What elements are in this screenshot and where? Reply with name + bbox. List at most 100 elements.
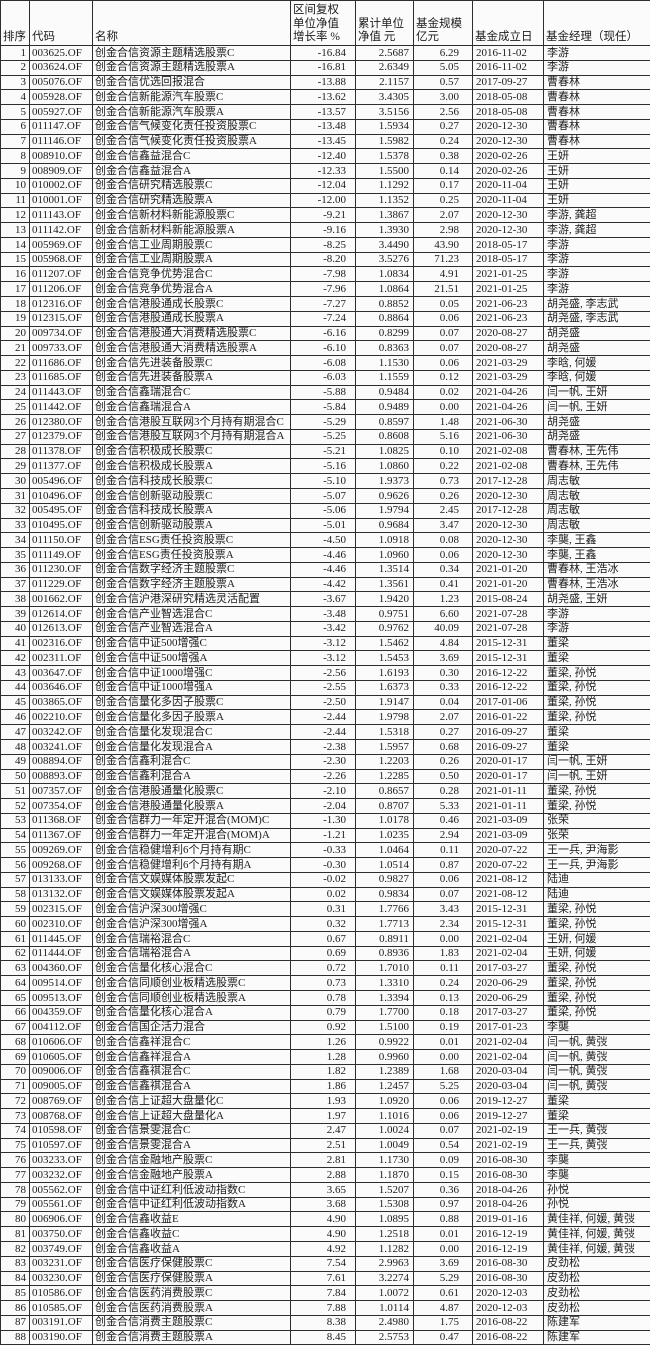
cell-rank: 36 bbox=[0, 561, 30, 578]
cell-manager: 周志敏 bbox=[543, 473, 650, 489]
cell-name: 创金合信港股通大消费精选股票A bbox=[92, 340, 291, 357]
cell-date: 2021-07-28 bbox=[472, 620, 544, 637]
column-header-date: 基金成立日 bbox=[472, 0, 544, 46]
cell-growth: 0.67 bbox=[290, 930, 356, 947]
cell-scale: 1.23 bbox=[413, 591, 473, 608]
cell-rank: 24 bbox=[0, 384, 30, 401]
cell-rank: 13 bbox=[0, 222, 30, 238]
cell-nav: 0.9684 bbox=[355, 517, 414, 534]
cell-rank: 49 bbox=[0, 753, 30, 770]
cell-code: 003865.OF bbox=[29, 694, 93, 711]
cell-growth: -6.03 bbox=[290, 369, 356, 386]
table-row: 32 005495.OF 创金合信科技成长股票A -5.06 1.9794 2.45 201… bbox=[0, 502, 650, 519]
cell-code: 009514.OF bbox=[29, 975, 93, 991]
cell-date: 2020-08-27 bbox=[472, 325, 544, 342]
cell-nav: 0.8363 bbox=[355, 340, 414, 357]
cell-rank: 75 bbox=[0, 1137, 30, 1154]
cell-date: 2020-01-17 bbox=[472, 768, 544, 785]
cell-rank: 78 bbox=[0, 1181, 30, 1198]
table-row: 41 002316.OF 创金合信中证500增强C -3.12 1.5462 4.84 20… bbox=[0, 635, 650, 652]
cell-date: 2020-08-27 bbox=[472, 340, 544, 357]
cell-scale: 0.50 bbox=[413, 768, 473, 785]
cell-manager: 王妍 bbox=[543, 148, 650, 165]
cell-growth: 2.47 bbox=[290, 1122, 356, 1139]
cell-date: 2021-08-12 bbox=[472, 886, 544, 903]
cell-scale: 0.28 bbox=[413, 783, 473, 800]
cell-growth: 1.86 bbox=[290, 1078, 356, 1095]
cell-scale: 0.54 bbox=[413, 1137, 473, 1154]
cell-name: 创金合信数字经济主题股票C bbox=[92, 561, 291, 578]
cell-nav: 1.0834 bbox=[355, 266, 414, 283]
cell-growth: -4.42 bbox=[290, 576, 356, 593]
cell-manager: 王妍 bbox=[543, 163, 650, 179]
cell-manager: 闫一帆, 王妍 bbox=[543, 753, 650, 770]
cell-code: 009513.OF bbox=[29, 990, 93, 1006]
cell-code: 010597.OF bbox=[29, 1137, 93, 1154]
cell-rank: 2 bbox=[0, 59, 30, 76]
cell-name: 创金合信新能源汽车股票A bbox=[92, 104, 291, 120]
column-header-growth: 区间复权 单位净值 增长率 % bbox=[290, 0, 356, 46]
cell-date: 2021-03-29 bbox=[472, 369, 544, 386]
cell-date: 2021-02-04 bbox=[472, 1034, 544, 1051]
table-row: 8 008910.OF 创金合信鑫益混合C -12.40 1.5378 0.38 2020-… bbox=[0, 148, 650, 165]
cell-manager: 董梁 bbox=[543, 724, 650, 740]
cell-nav: 1.7713 bbox=[355, 916, 414, 932]
cell-date: 2020-11-04 bbox=[472, 177, 544, 194]
cell-date: 2020-07-22 bbox=[472, 842, 544, 859]
cell-scale: 0.05 bbox=[413, 296, 473, 312]
cell-growth: -7.24 bbox=[290, 310, 356, 327]
cell-nav: 2.5753 bbox=[355, 1329, 414, 1346]
cell-scale: 0.88 bbox=[413, 1211, 473, 1228]
cell-date: 2021-03-09 bbox=[472, 827, 544, 844]
cell-code: 011378.OF bbox=[29, 443, 93, 460]
cell-date: 2021-06-30 bbox=[472, 414, 544, 430]
cell-name: 创金合信中证红利低波动指数C bbox=[92, 1181, 291, 1198]
cell-rank: 22 bbox=[0, 355, 30, 371]
cell-manager: 胡尧盛 bbox=[543, 340, 650, 357]
cell-growth: -5.84 bbox=[290, 399, 356, 416]
cell-manager: 王妍 bbox=[543, 177, 650, 194]
cell-scale: 0.07 bbox=[413, 886, 473, 903]
cell-name: 创金合信先进装备股票A bbox=[92, 369, 291, 386]
cell-nav: 1.7766 bbox=[355, 901, 414, 918]
cell-date: 2021-02-08 bbox=[472, 458, 544, 475]
cell-nav: 1.1292 bbox=[355, 177, 414, 194]
cell-rank: 88 bbox=[0, 1329, 30, 1346]
cell-manager: 董梁, 孙悦 bbox=[543, 798, 650, 814]
cell-nav: 0.9834 bbox=[355, 886, 414, 903]
cell-rank: 37 bbox=[0, 576, 30, 593]
cell-code: 012380.OF bbox=[29, 414, 93, 430]
table-row: 33 010495.OF 创金合信创新驱动股票A -5.01 0.9684 3.47 202… bbox=[0, 517, 650, 534]
cell-nav: 1.1016 bbox=[355, 1108, 414, 1124]
cell-nav: 0.9960 bbox=[355, 1049, 414, 1065]
cell-nav: 0.8657 bbox=[355, 783, 414, 800]
cell-code: 003646.OF bbox=[29, 679, 93, 696]
cell-date: 2015-12-31 bbox=[472, 635, 544, 652]
cell-manager: 李游 bbox=[543, 620, 650, 637]
table-row: 16 011207.OF 创金合信竞争优势混合C -7.98 1.0834 4.91 202… bbox=[0, 266, 650, 283]
cell-rank: 33 bbox=[0, 517, 30, 534]
cell-nav: 1.5934 bbox=[355, 118, 414, 135]
cell-growth: -0.33 bbox=[290, 842, 356, 859]
cell-manager: 周志敏 bbox=[543, 487, 650, 504]
cell-growth: 0.32 bbox=[290, 916, 356, 932]
cell-code: 004360.OF bbox=[29, 960, 93, 977]
cell-nav: 0.8597 bbox=[355, 414, 414, 430]
table-row: 14 005969.OF 创金合信工业周期股票C -8.25 3.4490 43.90 20… bbox=[0, 236, 650, 253]
cell-nav: 1.1282 bbox=[355, 1241, 414, 1257]
cell-scale: 4.91 bbox=[413, 266, 473, 283]
cell-scale: 0.24 bbox=[413, 975, 473, 991]
cell-manager: 胡尧盛, 李志武 bbox=[543, 296, 650, 312]
cell-nav: 1.5100 bbox=[355, 1019, 414, 1036]
cell-date: 2021-08-12 bbox=[472, 871, 544, 888]
table-row: 54 011367.OF 创金合信群力一年定开混合(MOM)A -1.21 1.0235… bbox=[0, 827, 650, 844]
cell-rank: 43 bbox=[0, 665, 30, 681]
table-row: 34 011150.OF 创金合信ESG责任投资股票C -4.50 1.0918 0.08… bbox=[0, 532, 650, 549]
cell-name: 创金合信沪深300增强C bbox=[92, 901, 291, 918]
column-header-manager: 基金经理（现任） bbox=[543, 0, 650, 46]
cell-date: 2021-03-09 bbox=[472, 812, 544, 829]
cell-name: 创金合信科技成长股票A bbox=[92, 502, 291, 519]
cell-rank: 87 bbox=[0, 1314, 30, 1331]
cell-date: 2021-06-30 bbox=[472, 428, 544, 445]
cell-name: 创金合信产业智选混合C bbox=[92, 606, 291, 622]
